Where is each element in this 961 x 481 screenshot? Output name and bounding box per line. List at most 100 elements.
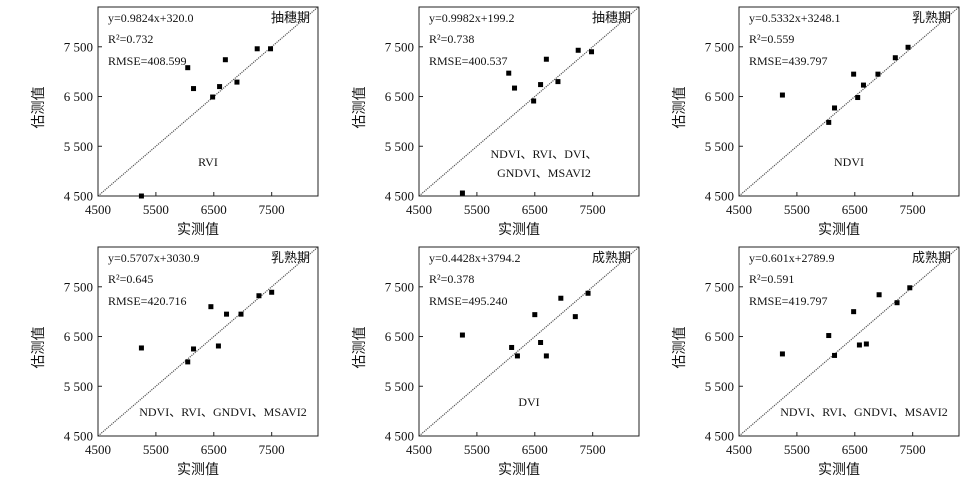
y-axis-title: 估测值	[352, 87, 368, 129]
growth-stage-label: 成熟期	[912, 250, 951, 266]
data-point	[215, 343, 221, 349]
scatter-panel: 4500 5500 6500 7500 4 500 5 500 6 500 7 500 实测值 估…	[321, 240, 641, 480]
index-separator: 、	[169, 405, 181, 419]
index-separator: 、	[536, 166, 548, 180]
plot-frame	[97, 246, 319, 437]
plot-frame	[738, 6, 960, 197]
y-tick-label: 4 500	[64, 189, 93, 204]
regression-equation: y=0.5707x+3030.9	[108, 251, 200, 265]
plot-frame	[738, 246, 960, 437]
growth-stage-label: 乳熟期	[912, 10, 951, 26]
scatter-panel: 4500 5500 6500 7500 4 500 5 500 6 500 7 500 实测值 估…	[0, 240, 320, 480]
x-tick-label: 7500	[900, 202, 926, 217]
y-axis-title: 估测值	[672, 327, 688, 369]
vegetation-index-name: GNDVI	[854, 405, 893, 419]
vegetation-index-label: NDVI、RVI、DVI、 GNDVI、MSAVI2	[490, 147, 597, 180]
x-tick-label: 5500	[784, 442, 810, 457]
data-point	[208, 304, 214, 310]
data-point	[543, 353, 549, 359]
data-point	[138, 193, 144, 199]
data-point	[268, 46, 274, 52]
data-point	[256, 293, 262, 299]
vegetation-index-label: DVI	[518, 395, 539, 409]
y-tick-label: 6 500	[64, 89, 93, 104]
vegetation-index-name: RVI	[181, 405, 201, 419]
scatter-chart: 4500 5500 6500 7500 4 500 5 500 6 500 7 500 实测值 估…	[672, 6, 960, 238]
data-point	[779, 92, 785, 98]
data-point	[532, 312, 538, 318]
scatter-chart: 4500 5500 6500 7500 4 500 5 500 6 500 7 500 实测值 估…	[672, 246, 960, 478]
rmse-label: RMSE=419.797	[749, 294, 827, 308]
y-tick-label: 6 500	[64, 329, 93, 344]
y-tick-label: 7 500	[385, 39, 414, 54]
data-point	[514, 353, 520, 359]
data-point	[589, 49, 595, 55]
x-tick-label: 4500	[406, 202, 432, 217]
data-point	[905, 44, 911, 50]
x-tick-label: 4500	[85, 442, 111, 457]
data-point	[543, 56, 549, 62]
y-tick-label: 5 500	[64, 139, 93, 154]
index-separator: 、	[520, 147, 532, 161]
regression-equation: y=0.9982x+199.2	[429, 11, 515, 25]
vegetation-index-label: NDVI、RVI、GNDVI、MSAVI2	[139, 405, 307, 419]
data-point	[575, 47, 581, 53]
data-point	[224, 311, 230, 317]
data-point	[459, 332, 465, 338]
data-point	[269, 289, 275, 295]
data-point	[779, 351, 785, 357]
data-point	[506, 70, 512, 76]
data-point	[531, 98, 537, 104]
x-axis-title: 实测值	[177, 462, 219, 478]
vegetation-index-label: NDVI	[834, 155, 864, 169]
y-tick-label: 5 500	[64, 379, 93, 394]
data-point	[512, 85, 518, 91]
x-tick-label: 6500	[522, 442, 548, 457]
vegetation-index-label: NDVI、RVI、GNDVI、MSAVI2	[780, 405, 948, 419]
rmse-label: RMSE=420.716	[108, 294, 186, 308]
index-separator: 、	[893, 405, 905, 419]
x-axis-title: 实测值	[818, 462, 860, 478]
scatter-panel: 4500 5500 6500 7500 4 500 5 500 6 500 7 500 实测值 估…	[321, 0, 641, 240]
vegetation-index-label: RVI	[198, 155, 218, 169]
data-point	[856, 342, 862, 348]
vegetation-index-name: MSAVI2	[264, 405, 307, 419]
scatter-chart: 4500 5500 6500 7500 4 500 5 500 6 500 7 500 实测值 估…	[31, 6, 319, 238]
x-tick-label: 6500	[842, 442, 868, 457]
y-tick-label: 5 500	[385, 139, 414, 154]
y-axis-title: 估测值	[31, 87, 47, 129]
index-separator: 、	[586, 147, 598, 161]
growth-stage-label: 抽穗期	[271, 11, 310, 26]
scatter-chart: 4500 5500 6500 7500 4 500 5 500 6 500 7 500 实测值 估…	[352, 246, 640, 478]
y-tick-label: 5 500	[705, 139, 734, 154]
vegetation-index-name: GNDVI	[213, 405, 252, 419]
data-point	[863, 341, 869, 347]
vegetation-index-name: NDVI	[490, 147, 520, 161]
x-tick-label: 7500	[259, 202, 285, 217]
y-tick-label: 4 500	[385, 189, 414, 204]
rmse-label: RMSE=439.797	[749, 54, 827, 68]
regression-equation: y=0.601x+2789.9	[749, 251, 835, 265]
vegetation-index-name: GNDVI	[497, 166, 536, 180]
x-tick-label: 7500	[900, 442, 926, 457]
vegetation-index-name: DVI	[564, 147, 585, 161]
y-tick-label: 7 500	[705, 279, 734, 294]
plot-frame	[97, 6, 319, 197]
index-separator: 、	[252, 405, 264, 419]
regression-equation: y=0.9824x+320.0	[108, 11, 194, 25]
data-point	[832, 105, 838, 111]
y-tick-label: 7 500	[64, 279, 93, 294]
x-axis-title: 实测值	[498, 222, 540, 238]
x-tick-label: 6500	[201, 442, 227, 457]
data-point	[555, 79, 561, 85]
x-tick-label: 5500	[464, 442, 490, 457]
data-point	[558, 295, 564, 301]
x-axis-title: 实测值	[818, 222, 860, 238]
data-point	[851, 309, 857, 315]
vegetation-index-name: MSAVI2	[905, 405, 948, 419]
data-point	[138, 345, 144, 351]
data-point	[185, 359, 191, 365]
scatter-panel: 4500 5500 6500 7500 4 500 5 500 6 500 7 500 实测值 估…	[0, 0, 320, 240]
data-point	[855, 95, 861, 101]
x-tick-label: 6500	[201, 202, 227, 217]
